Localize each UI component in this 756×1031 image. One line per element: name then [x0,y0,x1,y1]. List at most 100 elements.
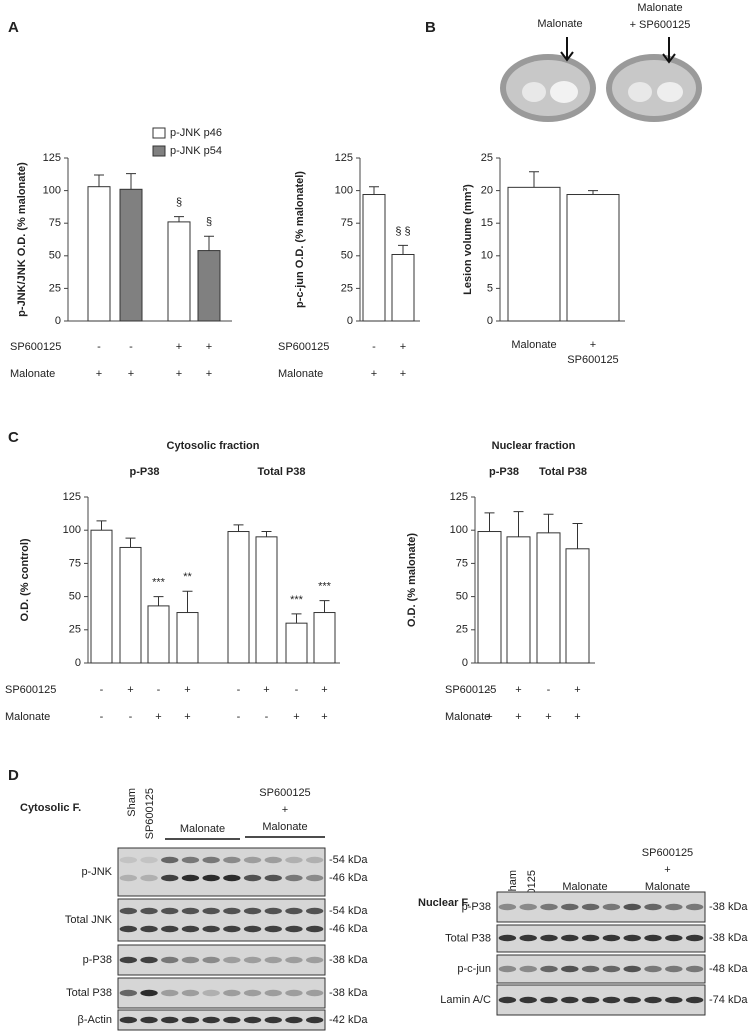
brain-label: Malonate [537,18,582,30]
blot-band [685,965,704,973]
blot-band [581,934,600,942]
blot-band [623,996,641,1004]
lane-group-label: + [664,864,670,876]
condition-sign: - [129,341,133,353]
blot-band [644,903,662,911]
blot-band [202,874,220,882]
condition-sign: - [237,711,241,723]
lane-group-label: SP600125 [259,787,310,799]
legend-label: p-JNK p54 [170,145,222,157]
blot-band [181,907,200,915]
blot-band [305,907,324,915]
condition-sign: + [184,684,190,696]
y-tick-label: 10 [481,250,493,262]
x-tick-label: + [590,339,596,351]
blot-band [540,934,558,942]
blot-band [140,925,158,933]
legend-swatch [152,127,166,139]
kda-marker: -74 kDa [709,994,748,1006]
condition-label: SP600125 [445,684,496,696]
blot-band [665,996,683,1004]
kda-marker: -38 kDa [709,932,748,944]
lane-group-label: Malonate [562,881,607,893]
blot-band [285,925,303,933]
blot-band [305,956,324,964]
error-bar [126,173,136,190]
bar [506,536,531,664]
blot-band [519,903,537,911]
condition-sign: - [100,711,104,723]
lane-label: Sham [126,788,138,817]
error-bar [398,244,408,255]
bar [167,221,191,322]
bar [255,536,278,664]
blot-band [243,989,262,997]
condition-sign: + [127,684,133,696]
blot-row-label: β-Actin [78,1014,112,1026]
blot-band [581,996,600,1004]
blot-band [202,856,220,864]
blot-band [161,907,179,915]
y-tick-label: 125 [450,491,468,503]
condition-sign: + [486,711,492,723]
kda-marker: -46 kDa [329,923,368,935]
blot-band [140,856,158,864]
significance-label: *** [152,577,166,589]
blot-title: Nuclear F. [418,897,470,909]
bar [119,546,142,664]
kda-marker: -54 kDa [329,905,368,917]
lane-group-label: SP600125 [642,847,693,859]
significance-label: § [176,197,182,209]
blot-band [561,934,579,942]
condition-sign: + [206,341,212,353]
bar [285,622,308,664]
condition-sign: - [237,684,241,696]
condition-sign: + [574,684,580,696]
bar [565,548,590,664]
y-tick-label: 25 [341,282,353,294]
chart-title: Cytosolic fraction [167,440,260,452]
blot-band [285,907,303,915]
blot-band [685,903,704,911]
lane-group-label: Malonate [645,881,690,893]
y-tick-label: 25 [69,624,81,636]
bar [119,188,143,322]
condition-sign: - [295,684,299,696]
blot-band [498,934,517,942]
error-bar [96,520,107,531]
condition-label: Malonate [5,711,50,723]
y-tick-label: 0 [55,315,61,327]
blot-band [540,965,558,973]
blot-band [665,965,683,973]
blot-band [181,1016,200,1024]
bar [147,605,170,664]
x-tick-label: Malonate [511,339,556,351]
blot-band [202,989,220,997]
blot-band [223,989,241,997]
blot-band [264,956,282,964]
y-tick-label: 75 [341,217,353,229]
blot-band [581,903,600,911]
condition-sign: - [265,711,269,723]
error-bar [484,512,495,532]
bar [477,531,502,664]
blot-band [119,907,138,915]
blot-band [140,907,158,915]
blot-band [140,989,158,997]
condition-sign: - [488,684,492,696]
lane-group-label: Malonate [180,823,225,835]
condition-sign: + [400,368,406,380]
blot-band [519,934,537,942]
condition-sign: + [128,368,134,380]
blot-band [285,956,303,964]
y-axis-label: p-c-jun O.D. (% malonatel) [294,171,306,308]
y-tick-label: 75 [456,557,468,569]
panel-label: C [8,429,19,446]
condition-sign: + [515,684,521,696]
panel-label: A [8,19,19,36]
blot-band [161,989,179,997]
brain-label: + SP600125 [630,19,691,31]
bar [362,194,386,322]
blot-band [264,856,282,864]
significance-label: § [206,216,212,228]
